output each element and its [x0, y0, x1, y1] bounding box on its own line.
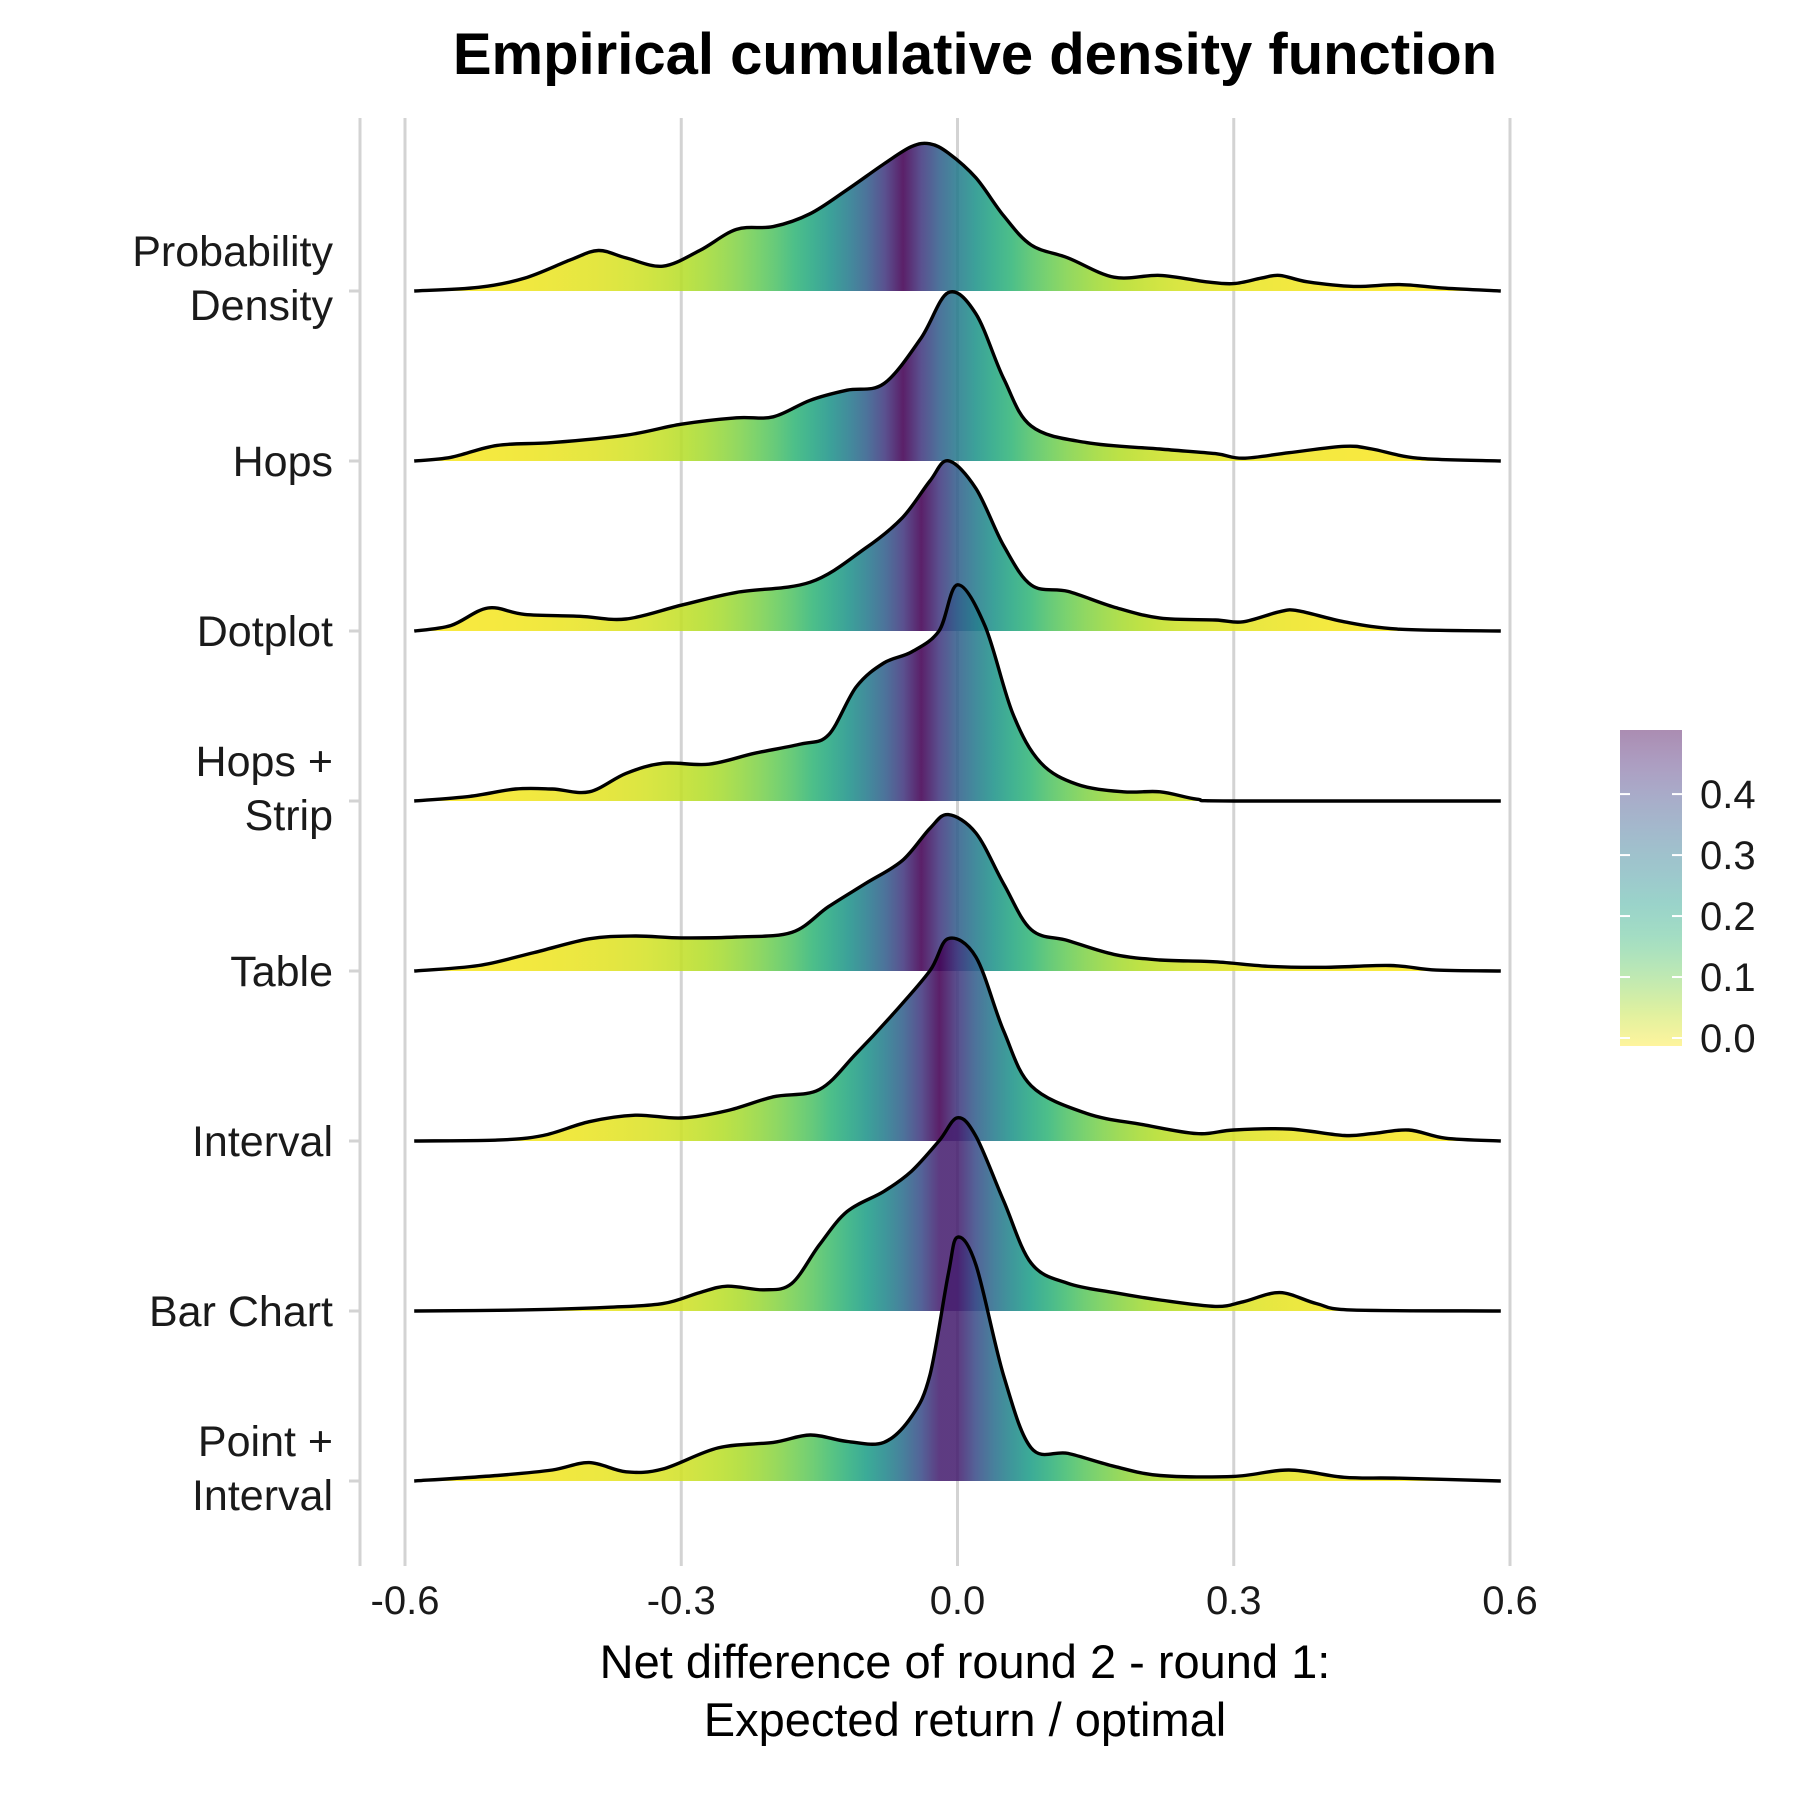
y-axis-label: Probability — [132, 228, 333, 276]
y-axis-label: Point + — [198, 1418, 333, 1466]
ridge-point-interval — [414, 1235, 1501, 1483]
ridge-outline — [413, 459, 1501, 633]
legend-label: 0.1 — [1700, 956, 1756, 1000]
ridge-outline — [414, 812, 1501, 973]
x-tick-label: 0.0 — [930, 1579, 986, 1623]
ridge-outline — [414, 141, 1501, 293]
y-axis-label: Density — [190, 282, 334, 330]
ridge-fill — [414, 814, 1501, 971]
ridge-fill — [414, 143, 1501, 291]
y-axis-label: Bar Chart — [149, 1288, 333, 1336]
ridge-outline — [414, 583, 1501, 803]
ridge-outline — [414, 936, 1501, 1143]
y-axis-label: Interval — [192, 1472, 333, 1520]
ridge-probability-density — [414, 141, 1501, 293]
y-axis-label: Dotplot — [197, 608, 333, 656]
x-tick-label: -0.6 — [371, 1579, 440, 1623]
ridge-bar-chart — [414, 1116, 1501, 1313]
ridge-hops — [414, 290, 1501, 463]
ridge-dotplot — [413, 459, 1501, 633]
ridge-interval — [414, 936, 1501, 1143]
ridge-fill — [414, 584, 1501, 801]
ridge-fill — [414, 1236, 1501, 1481]
y-axis-label: Interval — [192, 1118, 333, 1166]
chart-title: Empirical cumulative density function — [453, 22, 1497, 87]
y-axis-label: Hops + — [196, 738, 333, 786]
y-axis-label: Table — [230, 948, 333, 996]
ridge-outline — [414, 1116, 1501, 1313]
ridge-table — [414, 812, 1501, 973]
x-axis-title-line-1: Net difference of round 2 - round 1: — [600, 1635, 1331, 1688]
legend-colorbar — [1620, 730, 1682, 1046]
ridge-fill — [414, 291, 1501, 461]
legend-label: 0.2 — [1700, 895, 1756, 939]
legend-label: 0.3 — [1700, 834, 1756, 878]
y-axis-labels: Probability Density Hops Dotplot Hops + Strip… — [132, 228, 360, 1520]
x-axis-title-line-2: Expected return / optimal — [704, 1693, 1227, 1746]
ridge-outline — [414, 290, 1501, 463]
ridges — [413, 141, 1501, 1483]
ridge-outline — [414, 1235, 1501, 1483]
ridge-fill — [414, 460, 1501, 631]
y-axis-label: Hops — [233, 438, 333, 486]
ridge-fill — [414, 1117, 1501, 1311]
color-legend: 0.0 0.1 0.2 0.3 0.4 — [1620, 730, 1756, 1061]
x-tick-label: -0.3 — [647, 1579, 716, 1623]
legend-label: 0.0 — [1700, 1017, 1756, 1061]
x-tick-label: 0.6 — [1482, 1579, 1538, 1623]
ridge-fill — [414, 938, 1501, 1141]
x-axis-ticks: -0.6 -0.3 0.0 0.3 0.6 — [371, 1579, 1538, 1623]
ridge-hops-strip — [414, 583, 1501, 803]
y-axis-label: Strip — [245, 792, 333, 840]
x-tick-label: 0.3 — [1206, 1579, 1262, 1623]
legend-label: 0.4 — [1700, 773, 1756, 817]
